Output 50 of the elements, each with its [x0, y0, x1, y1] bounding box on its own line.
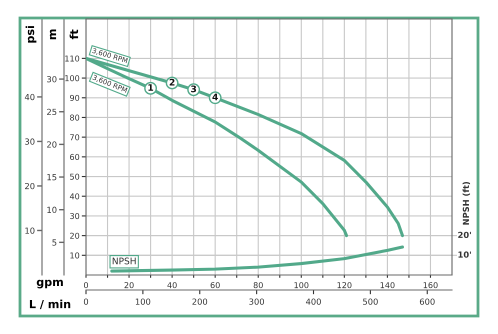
y-tick-label: 70 — [70, 134, 80, 140]
y2-tick-label: 10 — [47, 206, 56, 213]
y3-tick-label: 30 — [25, 138, 34, 145]
annotation: 2 — [170, 78, 174, 86]
y-tick-label: 60 — [70, 154, 80, 160]
text: NPSH (ft) — [462, 182, 470, 225]
series-label: NPSH — [112, 258, 136, 264]
y-tick-label: 10 — [70, 252, 80, 258]
x-tick-label: 100 — [294, 282, 308, 288]
ref-line-label: 20' — [458, 232, 471, 238]
y3-tick-label: 40 — [24, 94, 34, 100]
y3-tick-label: 20 — [25, 182, 34, 190]
x-tick-label: 160 — [424, 282, 438, 288]
x2-axis-title: L / min — [30, 300, 70, 310]
y-tick-label: 110 — [65, 55, 80, 62]
y-axis-title: ft — [70, 30, 78, 40]
x-tick-label: 80 — [254, 282, 263, 288]
y2-tick-label: 15 — [47, 174, 56, 180]
annotation: 3 — [191, 85, 196, 92]
x-tick-label: 40 — [167, 282, 177, 288]
y-tick-label: 40 — [70, 193, 80, 200]
y-tick-label: 100 — [65, 75, 80, 82]
x2-tick-label: 400 — [306, 298, 321, 305]
x-tick-label: 0 — [84, 282, 88, 288]
y-tick-label: 30 — [70, 213, 80, 220]
x-tick-label: 60 — [210, 282, 220, 288]
x-axis-title: gpm — [36, 280, 63, 288]
y2-tick-label: 30 — [47, 76, 56, 82]
x-tick-label: 140 — [380, 282, 395, 288]
annotation: 4 — [212, 94, 218, 100]
x-tick-label: 20 — [124, 282, 134, 288]
x2-tick-label: 0 — [84, 298, 88, 305]
x2-tick-label: 100 — [136, 298, 150, 305]
y2-tick-label: 5 — [52, 239, 56, 246]
x2-tick-label: 200 — [192, 298, 208, 305]
y-tick-label: 90 — [70, 94, 80, 101]
y3-tick-label: 10 — [25, 227, 34, 234]
y-tick-label: 80 — [70, 114, 80, 121]
y2-tick-label: 20 — [47, 141, 56, 148]
y2-tick-label: 25 — [47, 108, 56, 116]
ref-line-label: 10' — [458, 251, 471, 258]
y2-axis-title: m — [50, 29, 56, 40]
x2-tick-label: 500 — [363, 298, 378, 305]
y-tick-label: 50 — [70, 174, 80, 180]
x-tick-label: 120 — [338, 282, 352, 288]
y3-axis-title: psi — [26, 26, 36, 43]
y-tick-label: 20 — [70, 232, 80, 239]
annotation: 1 — [148, 84, 154, 91]
x2-tick-label: 300 — [249, 298, 264, 305]
x2-tick-label: 600 — [420, 298, 435, 305]
